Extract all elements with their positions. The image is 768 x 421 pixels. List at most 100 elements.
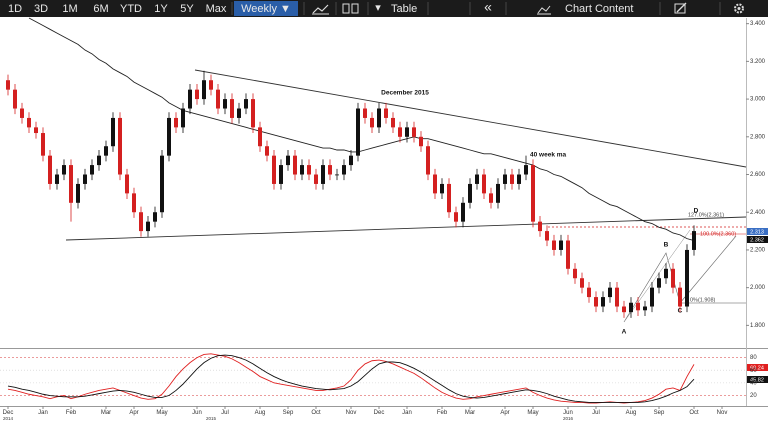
edit-icon-pen — [676, 2, 687, 13]
candle-body — [503, 174, 507, 184]
line-icon-shape — [312, 4, 329, 14]
y-tick-label: 2.800 — [750, 134, 766, 140]
edit-icon[interactable] — [674, 2, 687, 14]
candle-body — [377, 108, 381, 128]
annotation: 40 week ma — [530, 152, 567, 159]
x-tick-label: Aug — [255, 410, 266, 416]
candle-body — [363, 108, 367, 118]
year-label: 2015 — [206, 416, 217, 421]
collapse-button[interactable]: « — [484, 0, 492, 15]
gear-hub — [737, 7, 741, 10]
candle-body — [223, 99, 227, 109]
y-tick-label: 3.200 — [750, 59, 766, 65]
candle-body — [489, 193, 493, 203]
toolbar — [0, 0, 768, 17]
chart-content-icon[interactable] — [537, 5, 551, 15]
candle-body — [286, 155, 290, 166]
candle-body — [111, 117, 115, 147]
candle-body — [27, 117, 31, 128]
candle-body — [76, 183, 80, 203]
drawings — [65, 69, 747, 323]
candle-body — [41, 133, 45, 156]
year-label: 2014 — [3, 416, 14, 421]
candle-body — [293, 155, 297, 175]
stoch-badge — [747, 376, 768, 383]
candle-icon[interactable] — [342, 3, 359, 14]
table-button[interactable]: Table — [391, 3, 417, 15]
y-tick-label: 2.000 — [750, 285, 766, 291]
range-button[interactable]: 1D — [8, 3, 22, 15]
interval-highlight — [234, 1, 298, 16]
dropdown-arrow[interactable]: ▾ — [375, 2, 381, 14]
resistance-trendline — [194, 69, 747, 168]
interval-button[interactable]: Weekly ▼ — [241, 3, 291, 15]
candle-body — [90, 165, 94, 175]
candle-body — [314, 174, 318, 184]
range-button[interactable]: 1M — [62, 3, 77, 15]
x-tick-label: Sep — [654, 410, 665, 416]
y-tick-label: 2.200 — [750, 248, 766, 254]
candle-body — [97, 155, 101, 166]
line-icon[interactable] — [312, 4, 329, 15]
candle-body — [335, 174, 339, 176]
x-tick-label: Apr — [129, 410, 138, 416]
candle-body — [209, 80, 213, 90]
candle-body — [83, 174, 87, 184]
candle-body — [139, 212, 143, 232]
candle-body — [545, 231, 549, 241]
x-tick-label: May — [527, 410, 538, 416]
fib-label: 100.0%(2.360) — [700, 231, 736, 237]
candle-body — [447, 183, 451, 213]
candle-icon-b — [351, 3, 359, 14]
candle-body — [146, 221, 150, 232]
candle-body — [118, 117, 122, 175]
range-button[interactable]: YTD — [120, 3, 142, 15]
candle-body — [650, 287, 654, 307]
stoch-badge-label: 69.24 — [750, 365, 764, 371]
candle-body — [258, 127, 262, 147]
candle-body — [167, 117, 171, 156]
gear-teeth — [734, 3, 744, 14]
candle-body — [629, 302, 633, 313]
x-tick-label: Oct — [689, 410, 699, 416]
y-tick-label: 2.400 — [750, 210, 766, 216]
settings-icon[interactable] — [734, 3, 744, 14]
candle-body — [524, 165, 528, 175]
candle-body — [552, 240, 556, 250]
range-button[interactable]: 6M — [93, 3, 108, 15]
support-trendline — [65, 216, 747, 241]
moving-average — [28, 17, 695, 241]
wave-label: B — [664, 242, 669, 249]
candle-body — [601, 297, 605, 307]
candle-body — [132, 193, 136, 213]
y-tick-label: 40 — [750, 380, 757, 386]
candle-body — [454, 212, 458, 222]
x-tick-label: May — [156, 410, 167, 416]
y-tick-label: 60 — [750, 368, 757, 374]
range-button[interactable]: 5Y — [180, 3, 194, 15]
candle-body — [622, 306, 626, 313]
candle-body — [356, 108, 360, 156]
candle-body — [244, 99, 248, 109]
edit-icon-box — [674, 3, 686, 14]
range-button[interactable]: 3D — [34, 3, 48, 15]
candle-body — [342, 165, 346, 175]
toolbar-separators — [231, 2, 721, 15]
candle-body — [531, 165, 535, 222]
chart-content-button[interactable]: Chart Content — [565, 3, 633, 15]
candle-body — [391, 117, 395, 128]
candle-body — [580, 278, 584, 288]
candle-body — [370, 117, 374, 128]
candle-body — [678, 287, 682, 307]
candle-body — [230, 99, 234, 118]
range-button[interactable]: 1Y — [154, 3, 168, 15]
candle-icon-a — [342, 3, 350, 14]
candle-body — [6, 80, 10, 90]
candle-body — [468, 183, 472, 203]
x-tick-label: Sep — [283, 410, 294, 416]
range-button[interactable]: Max — [206, 3, 227, 15]
x-tick-label: Oct — [311, 410, 321, 416]
candle-body — [671, 268, 675, 288]
candle-body — [69, 165, 73, 203]
